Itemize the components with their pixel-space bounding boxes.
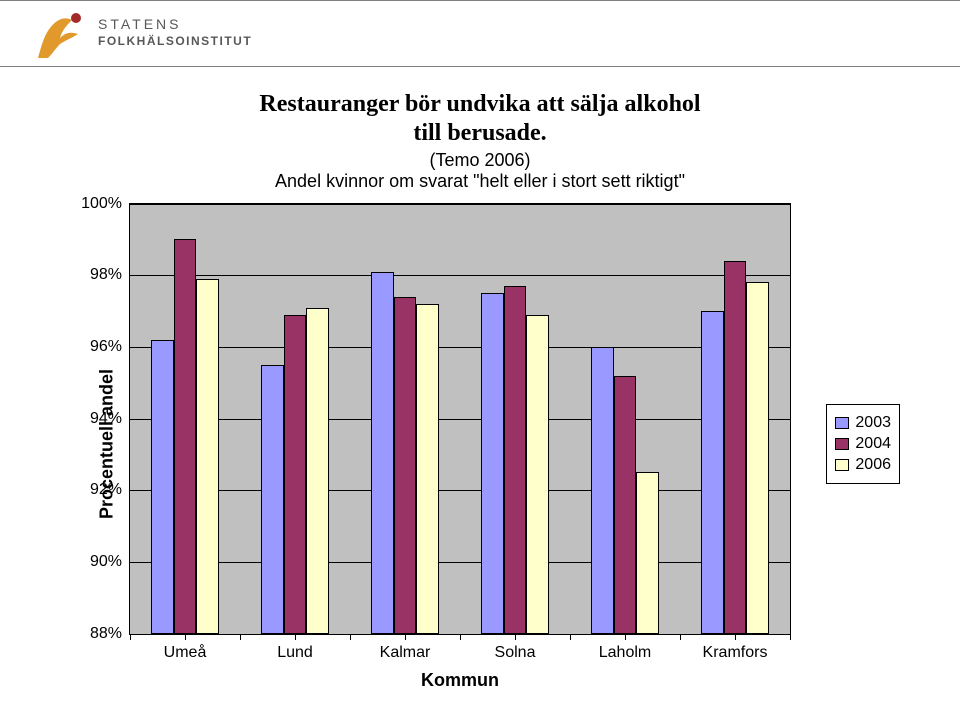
x-axis-label: Kommun <box>421 670 499 691</box>
xtick-mark <box>625 634 626 640</box>
plot-inner: Kommun 88%90%92%94%96%98%100%UmeåLundKal… <box>130 204 790 634</box>
legend-label: 2004 <box>855 435 891 453</box>
bar <box>504 286 527 634</box>
chart-title-line2: till berusade. <box>413 120 546 146</box>
logo-figure-path <box>38 18 78 58</box>
legend-label: 2003 <box>855 414 891 432</box>
chart-subtitle: (Temo 2006) Andel kvinnor om svarat "hel… <box>60 150 900 192</box>
gridline <box>130 562 790 563</box>
gridline <box>130 347 790 348</box>
logo-line2: FOLKHÄLSOINSTITUT <box>98 34 252 48</box>
bar <box>284 315 307 634</box>
gridline <box>130 204 790 205</box>
legend-swatch <box>835 459 849 471</box>
xtick-label: Laholm <box>599 644 651 662</box>
xtick-mark <box>570 634 571 640</box>
chart-title: Restauranger bör undvika att sälja alkoh… <box>60 90 900 148</box>
logo: STATENS FOLKHÄLSOINSTITUT <box>32 10 252 67</box>
gridline <box>130 275 790 276</box>
chart-subtitle-line1: (Temo 2006) <box>429 150 530 170</box>
chart-title-line1: Restauranger bör undvika att sälja alkoh… <box>259 91 700 117</box>
xtick-mark <box>185 634 186 640</box>
xtick-mark <box>295 634 296 640</box>
xtick-mark <box>130 634 131 640</box>
ytick-label: 96% <box>90 338 130 356</box>
header-top-rule <box>0 0 960 1</box>
bar <box>416 304 439 634</box>
bar <box>371 272 394 634</box>
legend-row: 2006 <box>835 456 891 474</box>
xtick-mark <box>680 634 681 640</box>
chart: Restauranger bör undvika att sälja alkoh… <box>60 90 900 680</box>
xtick-label: Umeå <box>164 644 207 662</box>
bar <box>614 376 637 634</box>
xtick-mark <box>405 634 406 640</box>
legend-row: 2003 <box>835 414 891 432</box>
bar <box>261 365 284 634</box>
xtick-mark <box>790 634 791 640</box>
xtick-label: Kramfors <box>703 644 768 662</box>
xtick-mark <box>240 634 241 640</box>
bar <box>306 308 329 634</box>
plot-area: Procentuell andel Kommun 88%90%92%94%96%… <box>60 204 900 684</box>
bar <box>394 297 417 634</box>
xtick-label: Solna <box>495 644 536 662</box>
xtick-label: Lund <box>277 644 313 662</box>
legend-row: 2004 <box>835 435 891 453</box>
bar <box>481 293 504 633</box>
xtick-mark <box>735 634 736 640</box>
chart-subtitle-line2: Andel kvinnor om svarat "helt eller i st… <box>275 171 685 191</box>
ytick-label: 94% <box>90 410 130 428</box>
logo-ball <box>71 13 81 23</box>
logo-icon <box>32 10 88 67</box>
gridline <box>130 419 790 420</box>
logo-line1: STATENS <box>98 16 252 32</box>
bar <box>196 279 219 634</box>
xtick-label: Kalmar <box>380 644 431 662</box>
ytick-label: 100% <box>81 195 130 213</box>
ytick-label: 90% <box>90 553 130 571</box>
legend-swatch <box>835 438 849 450</box>
page: STATENS FOLKHÄLSOINSTITUT Restauranger b… <box>0 0 960 721</box>
ytick-label: 92% <box>90 481 130 499</box>
bar <box>591 347 614 634</box>
ytick-label: 98% <box>90 266 130 284</box>
gridline <box>130 490 790 491</box>
legend-label: 2006 <box>855 456 891 474</box>
ytick-label: 88% <box>90 625 130 643</box>
bar <box>701 311 724 634</box>
xtick-mark <box>515 634 516 640</box>
bar <box>151 340 174 634</box>
bar <box>746 282 769 633</box>
bar <box>636 472 659 633</box>
logo-text: STATENS FOLKHÄLSOINSTITUT <box>98 16 252 48</box>
bar <box>724 261 747 634</box>
bar <box>174 239 197 633</box>
xtick-mark <box>350 634 351 640</box>
legend: 2003 2004 2006 <box>826 404 900 484</box>
bar <box>526 315 549 634</box>
legend-swatch <box>835 417 849 429</box>
xtick-mark <box>460 634 461 640</box>
